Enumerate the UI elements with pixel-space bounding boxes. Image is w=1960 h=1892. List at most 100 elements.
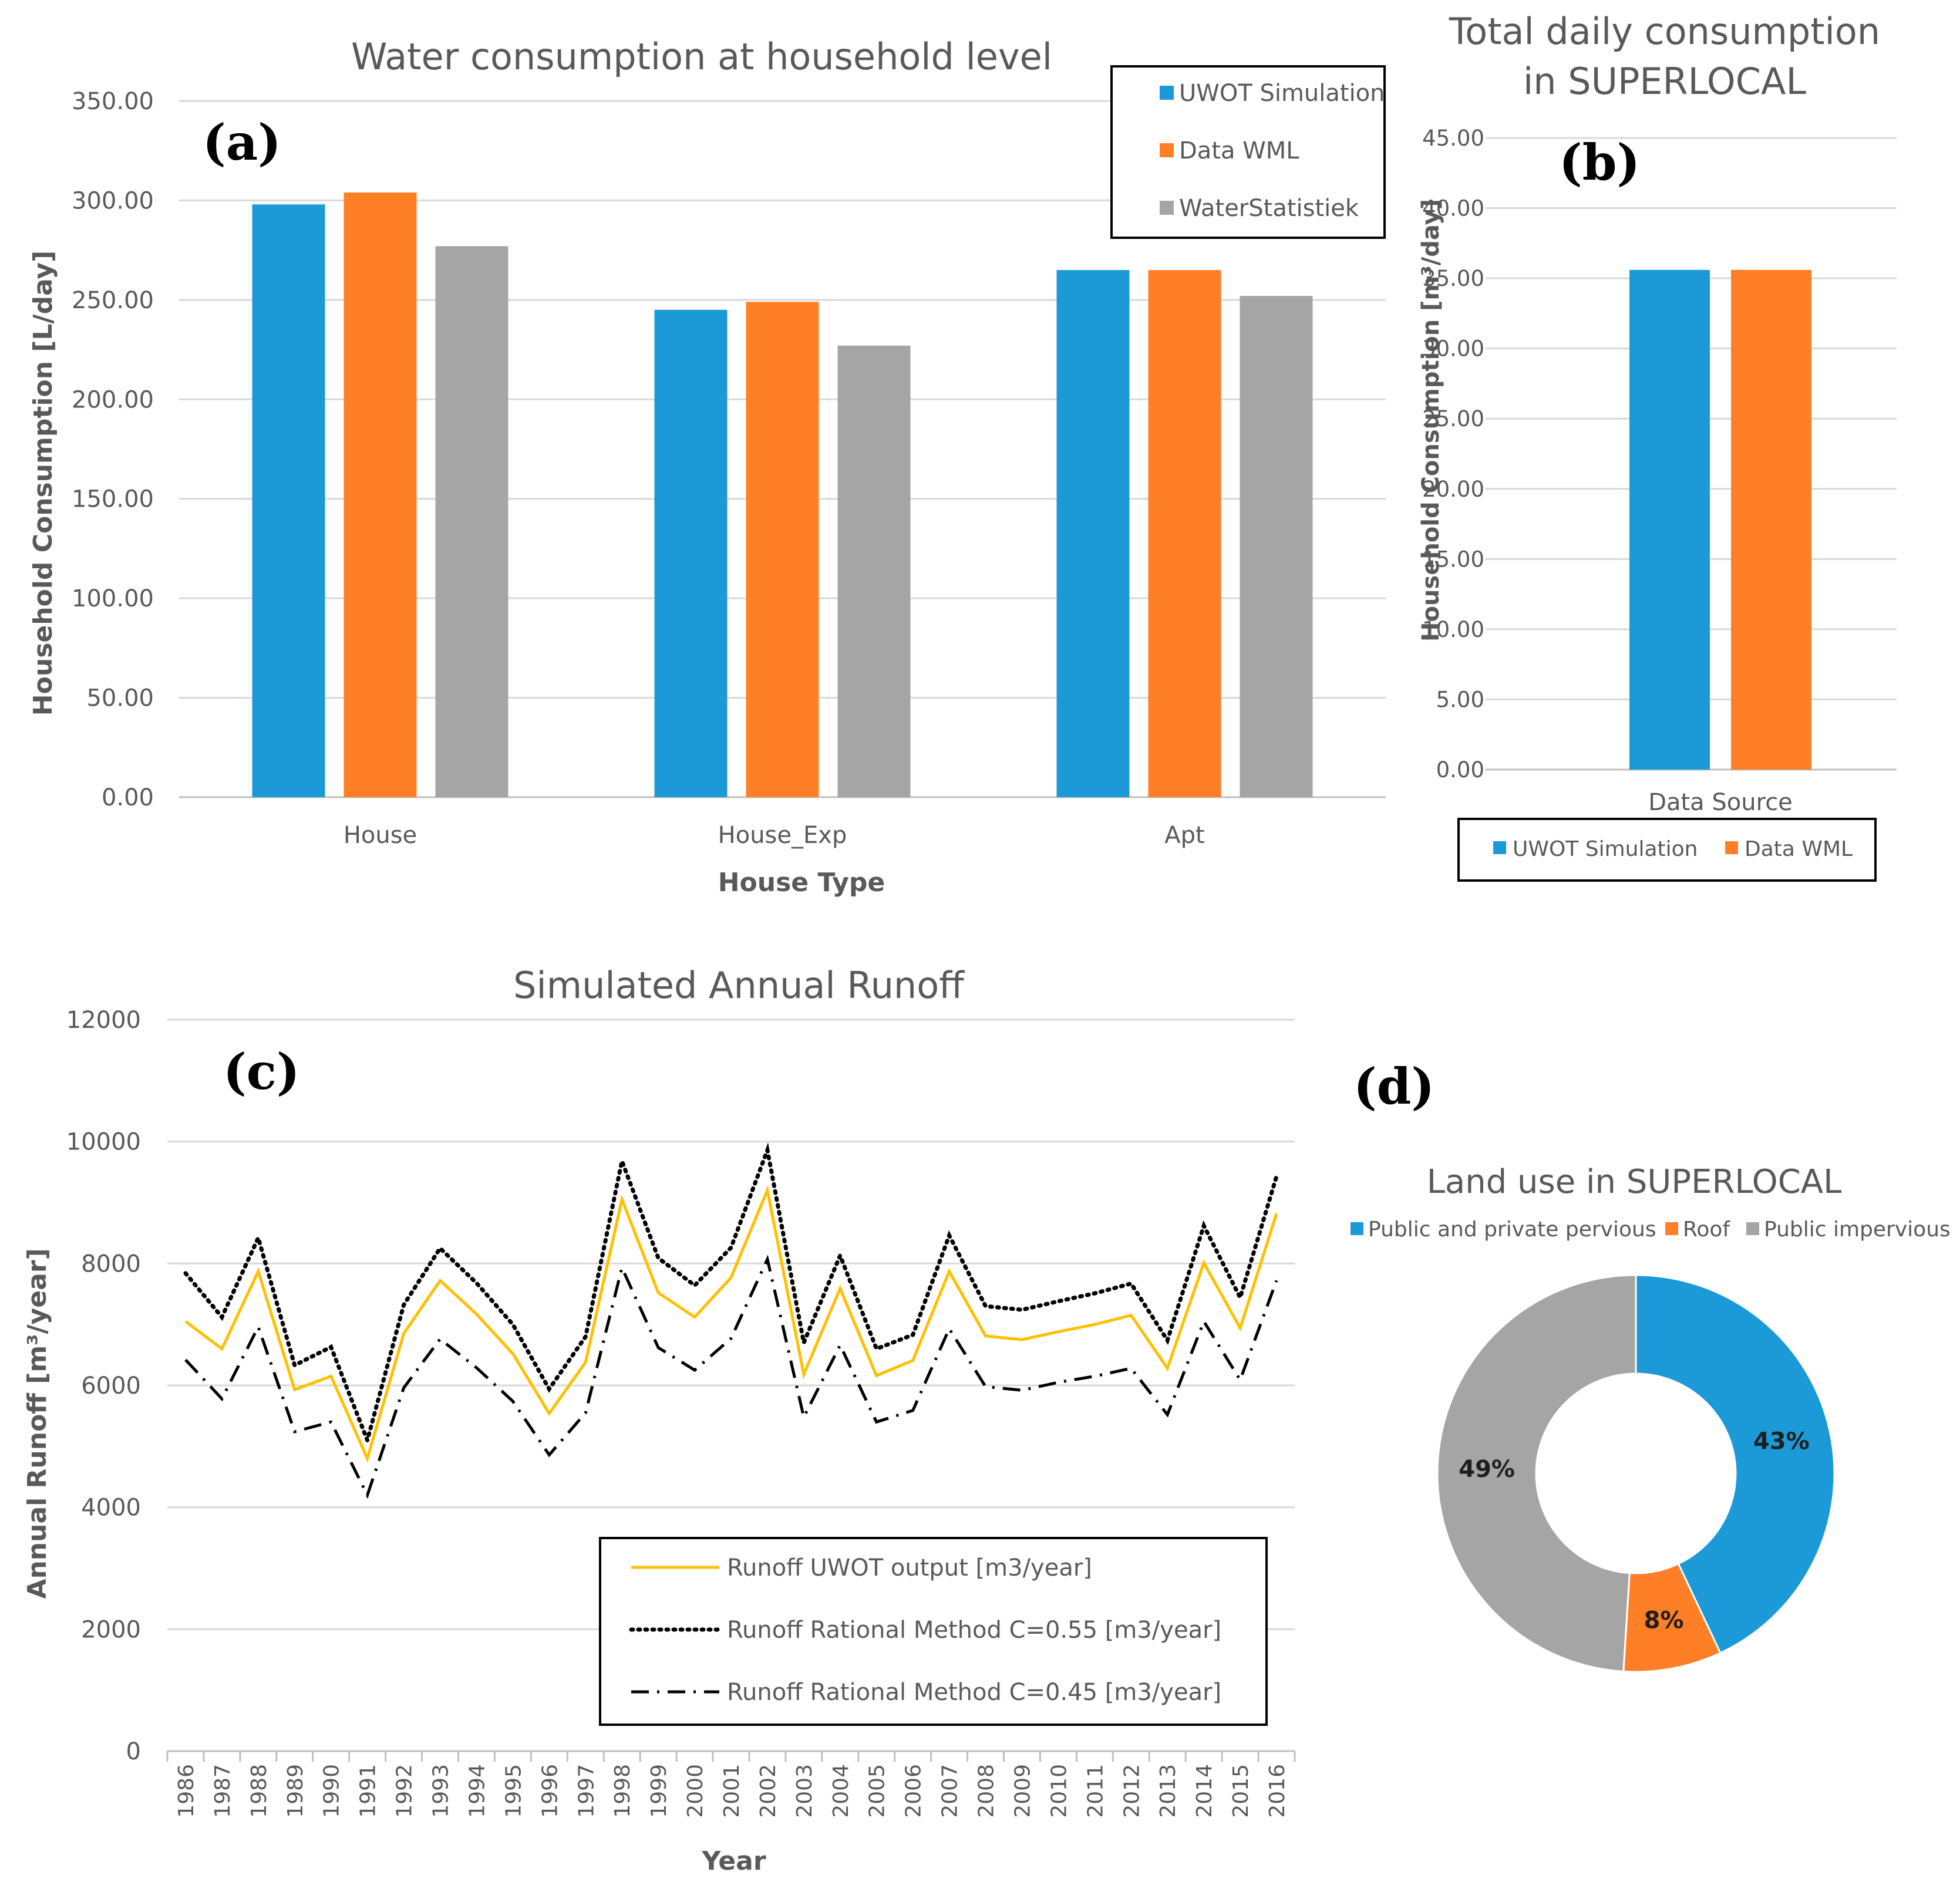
chart-d-legend-swatch-impervious <box>1746 1222 1759 1235</box>
chart-c-legend-label-c045: Runoff Rational Method C=0.45 [m3/year] <box>727 1679 1221 1706</box>
chart-c-series-line <box>183 1142 1279 1447</box>
chart-d-legend-swatch-roof <box>1665 1222 1678 1235</box>
chart-d-slice-label: 49% <box>1459 1456 1515 1483</box>
chart-c-annual-runoff: Simulated Annual Runoff (c) 0 2000 4000 600… <box>22 964 1296 1876</box>
chart-d-legend-label-pervious: Public and private pervious <box>1368 1218 1656 1242</box>
chart-b-legend-swatch-uwot <box>1493 841 1506 854</box>
chart-c-series-lines <box>183 1142 1279 1499</box>
chart-d-slice <box>1635 1274 1836 1654</box>
chart-a-legend-label-uwot: UWOT Simulation <box>1179 80 1385 107</box>
chart-a-x-tick-label: Apt <box>1164 822 1204 849</box>
chart-c-x-tick-label: 2012 <box>1120 1764 1144 1818</box>
chart-a-legend-swatch-waterstatistiek <box>1160 201 1174 215</box>
chart-c-x-tick-label: 2009 <box>1011 1764 1035 1818</box>
chart-b-y-tick-label: 15.00 <box>1422 547 1484 572</box>
chart-a-bar <box>1056 270 1130 797</box>
chart-d-land-use: (d) Land use in SUPERLOCAL Public and pr… <box>1351 1057 1951 1673</box>
chart-c-x-tick-label: 1986 <box>174 1764 198 1818</box>
chart-c-legend-label-uwot: Runoff UWOT output [m3/year] <box>727 1554 1092 1581</box>
chart-a-x-ticks: House House_Exp Apt <box>343 822 1205 849</box>
chart-a-bar <box>1240 296 1313 798</box>
chart-c-x-ticks: 1986 1987 1988 1989 1990 1991 1992 1993 1994 1995… <box>174 1764 1289 1818</box>
chart-a-legend-label-waterstatistiek: WaterStatistiek <box>1179 195 1359 222</box>
chart-b-title-line-2: in SUPERLOCAL <box>1523 60 1806 103</box>
chart-c-x-tick-label: 2011 <box>1083 1764 1107 1818</box>
chart-c-y-tick-label: 0 <box>126 1738 141 1765</box>
chart-b-y-axis-label: Household Consumption [m³/day] <box>1417 199 1444 642</box>
chart-b-x-axis-label: Data Source <box>1648 789 1793 816</box>
chart-b-y-tick-label: 35.00 <box>1422 266 1484 291</box>
chart-a-y-tick-label: 350.00 <box>72 88 154 115</box>
chart-c-legend: Runoff UWOT output [m3/year] Runoff Rati… <box>599 1537 1268 1726</box>
chart-c-y-tick-label: 4000 <box>81 1495 141 1522</box>
chart-c-y-tick-label: 8000 <box>81 1250 141 1277</box>
chart-c-y-tick-label: 10000 <box>66 1129 141 1156</box>
chart-c-x-tick-label: 1997 <box>574 1764 598 1818</box>
chart-c-legend-label-c055: Runoff Rational Method C=0.55 [m3/year] <box>727 1617 1221 1644</box>
chart-c-series-line <box>184 1185 1278 1463</box>
chart-a-x-tick-label: House <box>343 822 417 849</box>
chart-c-x-tick-label: 1987 <box>211 1764 235 1818</box>
chart-b-panel-label: (b) <box>1559 133 1640 191</box>
chart-c-series-line <box>184 1254 1278 1499</box>
chart-a-legend-label-wml: Data WML <box>1179 137 1299 164</box>
chart-b-bars <box>1629 269 1811 770</box>
chart-d-legend: Public and private pervious Roof Public … <box>1351 1218 1951 1242</box>
chart-b-y-tick-label: 45.00 <box>1422 126 1484 151</box>
chart-d-legend-label-impervious: Public impervious <box>1764 1218 1951 1242</box>
chart-a-legend-swatch-wml <box>1160 143 1174 157</box>
chart-c-x-tick-label: 2010 <box>1047 1764 1071 1818</box>
chart-b-bar <box>1629 269 1710 770</box>
chart-a-legend-swatch-uwot <box>1160 86 1174 100</box>
chart-c-x-tick-label: 2006 <box>902 1764 926 1818</box>
chart-b-bar <box>1731 269 1811 770</box>
chart-c-y-tick-label: 6000 <box>81 1372 141 1399</box>
chart-a-legend: UWOT Simulation Data WML WaterStatistiek <box>1110 65 1386 239</box>
chart-c-y-tick-label: 12000 <box>66 1007 141 1034</box>
chart-c-x-tick-label: 2002 <box>756 1764 780 1818</box>
chart-c-x-tick-label: 1996 <box>538 1764 562 1818</box>
chart-a-bar <box>746 302 819 797</box>
chart-b-legend: UWOT Simulation Data WML <box>1457 818 1877 882</box>
chart-c-x-tick-label: 2016 <box>1265 1764 1289 1818</box>
chart-c-x-tick-label: 1998 <box>611 1764 635 1818</box>
chart-c-x-tick-label: 1988 <box>247 1764 271 1818</box>
chart-c-panel-label: (c) <box>223 1043 300 1101</box>
chart-a-y-tick-label: 50.00 <box>86 685 154 712</box>
chart-b-y-tick-label: 25.00 <box>1422 406 1484 431</box>
chart-d-legend-label-roof: Roof <box>1683 1218 1730 1242</box>
chart-a-x-axis-label: House Type <box>718 868 885 898</box>
chart-a-title: Water consumption at household level <box>351 35 1052 78</box>
chart-d-slice-labels: 43% 8% 49% <box>1459 1428 1810 1634</box>
chart-c-x-tick-label: 2008 <box>975 1764 999 1818</box>
chart-c-x-tick-label: 1995 <box>501 1764 526 1818</box>
chart-b-y-tick-label: 0.00 <box>1436 757 1484 783</box>
chart-c-x-tick-label: 2014 <box>1193 1764 1217 1818</box>
chart-d-panel-label: (d) <box>1353 1057 1434 1115</box>
chart-d-title: Land use in SUPERLOCAL <box>1427 1163 1842 1201</box>
chart-b-y-tick-label: 40.00 <box>1422 196 1484 221</box>
chart-c-x-tick-label: 2000 <box>683 1764 708 1818</box>
chart-a-bar <box>435 246 508 797</box>
chart-a-bar <box>654 309 728 797</box>
chart-c-x-tick-label: 2005 <box>866 1764 890 1818</box>
chart-b-legend-label-uwot: UWOT Simulation <box>1513 837 1698 861</box>
chart-c-x-tick-label: 2004 <box>829 1764 853 1818</box>
chart-c-title: Simulated Annual Runoff <box>513 964 965 1007</box>
chart-b-legend-swatch-wml <box>1725 841 1738 854</box>
chart-a-y-tick-label: 300.00 <box>72 187 154 214</box>
chart-c-x-tick-label: 2007 <box>938 1764 962 1818</box>
chart-a-y-tick-label: 0.00 <box>102 784 154 811</box>
chart-b-legend-box <box>1457 818 1877 882</box>
chart-b-y-tick-label: 5.00 <box>1436 687 1484 712</box>
chart-c-y-ticks: 0 2000 4000 6000 8000 10000 12000 <box>66 1007 141 1765</box>
chart-a-bar <box>343 192 417 798</box>
chart-d-slices <box>1436 1274 1836 1673</box>
chart-c-x-tick-label: 1990 <box>320 1764 344 1818</box>
chart-a-x-tick-label: House_Exp <box>718 822 847 849</box>
chart-a-y-tick-label: 150.00 <box>72 486 154 513</box>
chart-c-x-tick-label: 1993 <box>429 1764 453 1818</box>
chart-c-x-tick-label: 2003 <box>793 1764 817 1818</box>
chart-a-legend-box <box>1110 65 1386 239</box>
chart-d-legend-swatch-pervious <box>1351 1222 1363 1235</box>
